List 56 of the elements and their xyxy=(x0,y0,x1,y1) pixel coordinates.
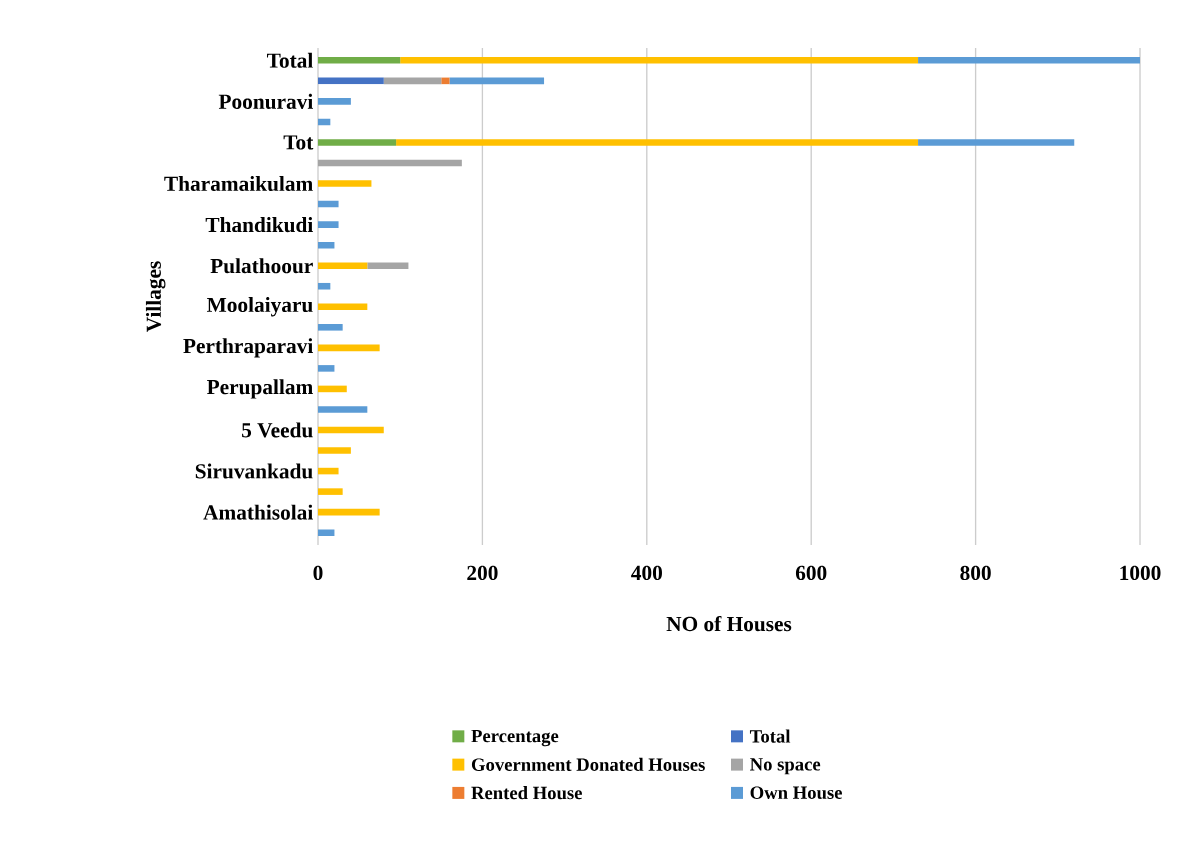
y-tick-label: Pulathoour xyxy=(210,258,313,274)
y-tick-label: Siruvankadu xyxy=(195,463,313,479)
bar xyxy=(918,57,1141,64)
x-tick-label: 1000 xyxy=(1120,565,1161,581)
x-tick-label: 400 xyxy=(631,565,662,581)
x-tick-label: 800 xyxy=(960,565,991,581)
bar xyxy=(318,98,351,105)
y-tick-label: Poonuravi xyxy=(218,93,313,109)
bar xyxy=(449,77,545,85)
bar xyxy=(318,180,372,187)
bar xyxy=(318,200,339,208)
bar xyxy=(318,447,351,454)
x-axis-title: NO of Houses xyxy=(666,615,792,632)
bar xyxy=(367,262,409,269)
y-axis-title: Villages xyxy=(145,261,166,333)
y-tick-label: Tharamaikulam xyxy=(164,176,313,192)
bar xyxy=(383,77,442,85)
legend-label: Rented House xyxy=(471,786,582,800)
bar xyxy=(318,139,397,146)
legend-label: Own House xyxy=(750,786,842,799)
bar xyxy=(441,77,450,85)
bar xyxy=(318,365,335,372)
bar xyxy=(318,303,368,311)
y-tick-label: Amathisolai xyxy=(203,504,313,520)
y-tick-label: Thandikudi xyxy=(205,217,313,233)
bar xyxy=(318,508,380,516)
bar xyxy=(318,159,462,167)
legend-label: No space xyxy=(750,758,821,775)
bar xyxy=(318,57,401,64)
bar xyxy=(318,324,343,331)
bar xyxy=(318,488,343,495)
bar xyxy=(318,529,335,536)
bar xyxy=(318,344,380,352)
y-tick-label: Perthraparavi xyxy=(183,338,313,358)
bar xyxy=(396,139,919,146)
bar xyxy=(318,77,384,85)
legend-label: Total xyxy=(749,729,791,743)
y-tick-label: Total xyxy=(266,52,313,68)
y-tick-label: Tot xyxy=(283,135,314,150)
bar xyxy=(318,426,384,434)
bar xyxy=(318,221,339,228)
y-tick-label: Perupallam xyxy=(206,379,313,399)
x-tick-label: 200 xyxy=(467,565,498,581)
y-tick-label: Moolaiyaru xyxy=(206,297,313,317)
bar xyxy=(400,57,919,64)
legend-label: Percentage xyxy=(471,729,559,747)
y-tick-label: 5 Veedu xyxy=(242,422,313,438)
bar xyxy=(318,406,368,413)
legend-label: Government Donated Houses xyxy=(471,757,705,771)
bar xyxy=(318,282,331,290)
bar xyxy=(318,467,339,475)
x-tick-label: 0 xyxy=(313,565,323,581)
bar xyxy=(918,139,1075,146)
bar xyxy=(318,385,347,393)
x-tick-label: 600 xyxy=(795,565,827,581)
bar xyxy=(318,262,368,269)
